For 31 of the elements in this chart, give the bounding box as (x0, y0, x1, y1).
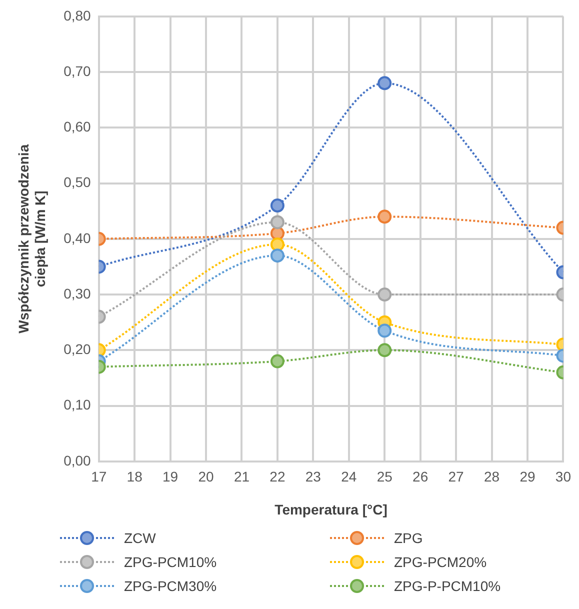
x-tick-label: 22 (270, 468, 286, 485)
x-tick-label: 19 (162, 468, 178, 485)
x-tick-label: 24 (341, 468, 357, 485)
y-tick-label: 0,10 (64, 396, 92, 413)
y-tick-label: 0,40 (64, 230, 92, 246)
x-tick-label: 17 (91, 468, 107, 485)
x-tick-label: 18 (126, 468, 143, 485)
x-tick-label: 25 (376, 468, 393, 485)
legend-label: ZPG (394, 530, 423, 546)
x-tick-label: 21 (234, 468, 250, 485)
x-tick-label: 29 (520, 468, 536, 485)
y-tick-label: 0,80 (64, 7, 92, 24)
y-tick-label: 0,30 (64, 285, 92, 302)
y-tick-label: 0,60 (64, 118, 92, 135)
y-tick-label: 0,70 (64, 62, 92, 79)
y-axis-title: Współczynnik przewodzenia ciepła [W/m K] (15, 144, 48, 334)
x-axis-title: Temperatura [°C] (274, 501, 388, 518)
x-tick-label: 23 (305, 468, 322, 485)
y-tick-label: 0,00 (64, 452, 92, 468)
x-tick-label: 26 (412, 468, 428, 485)
x-tick-label: 20 (198, 468, 214, 485)
y-tick-label: 0,20 (64, 341, 92, 358)
legend-label: ZCW (124, 530, 156, 546)
legend-label: ZPG-PCM20% (394, 554, 487, 570)
y-tick-label: 0,50 (64, 174, 92, 190)
legend-label: ZPG-P-PCM10% (394, 578, 501, 594)
x-tick-label: 28 (484, 468, 500, 485)
x-tick-label: 27 (448, 468, 464, 485)
legend-label: ZPG-PCM30% (124, 578, 217, 594)
legend-label: ZPG-PCM10% (124, 554, 217, 570)
x-tick-label: 30 (555, 468, 572, 485)
